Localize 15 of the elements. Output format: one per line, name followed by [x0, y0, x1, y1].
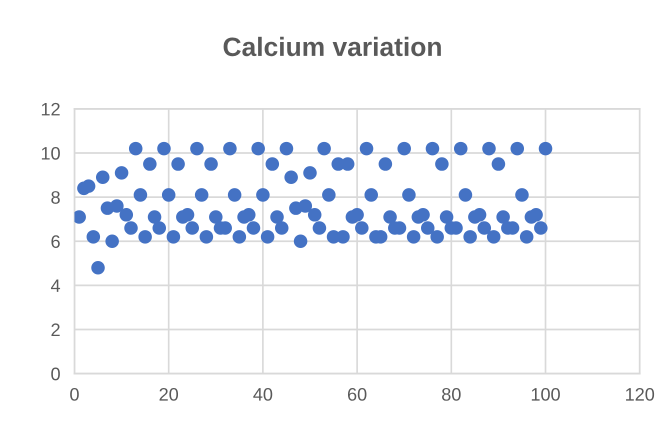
- y-tick-label: 0: [51, 368, 60, 380]
- y-tick-label: 10: [42, 146, 60, 160]
- y-tick-label: 8: [51, 191, 60, 204]
- chart-title: Calcium variation: [224, 36, 441, 56]
- x-tick-label: 80: [442, 388, 461, 401]
- x-tick-label: 120: [626, 388, 654, 401]
- x-tick-label: 20: [160, 388, 178, 401]
- x-tick-label: 40: [253, 388, 272, 401]
- y-tick-label: 2: [51, 323, 60, 336]
- x-tick-label: 0: [70, 388, 79, 401]
- y-tick-label: 12: [42, 102, 60, 116]
- y-tick-label: 6: [51, 235, 60, 248]
- y-tick-label: 4: [50, 280, 60, 292]
- x-tick-label: 60: [348, 388, 366, 401]
- x-tick-label: 100: [532, 388, 560, 401]
